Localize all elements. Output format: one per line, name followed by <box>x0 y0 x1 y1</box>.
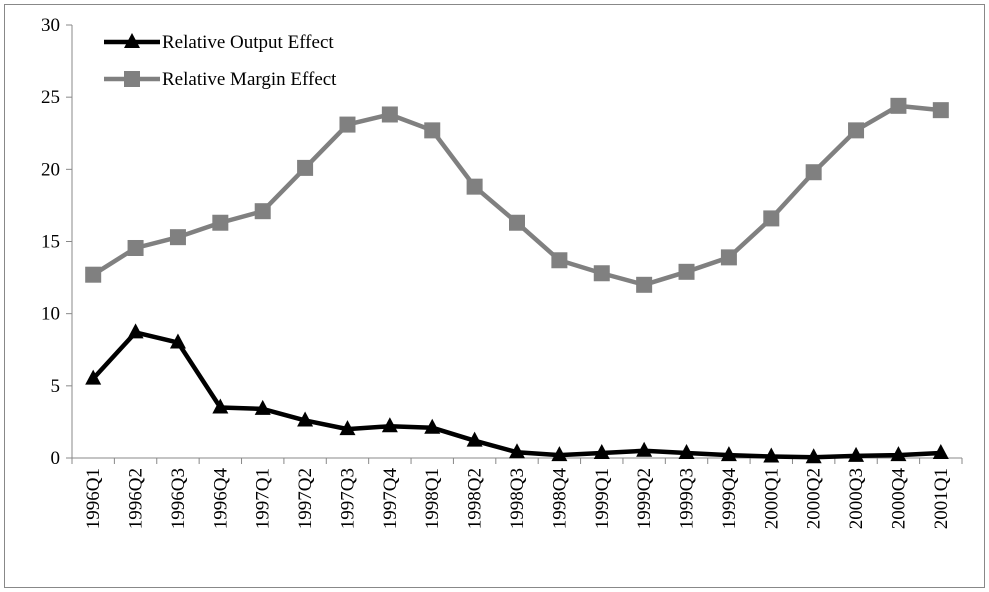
data-point <box>551 446 568 462</box>
x-tick-label: 1999Q3 <box>677 468 698 529</box>
data-point <box>127 323 144 339</box>
data-point <box>890 446 907 462</box>
data-point <box>381 417 398 433</box>
x-tick-label: 1999Q2 <box>634 468 655 529</box>
data-point <box>805 448 822 464</box>
data-point <box>212 214 229 231</box>
x-tick-label: 1996Q2 <box>126 468 147 529</box>
data-point <box>848 122 865 139</box>
x-tick-label: 1998Q3 <box>507 468 528 529</box>
x-tick-label: 1998Q2 <box>465 468 486 529</box>
data-point <box>763 447 780 463</box>
y-tick-label: 5 <box>51 376 61 397</box>
x-tick-label: 2001Q1 <box>931 468 952 529</box>
legend-marker <box>124 71 140 87</box>
data-point <box>254 399 271 415</box>
x-tick-label: 2000Q1 <box>761 468 782 529</box>
x-tick-label: 1996Q3 <box>168 468 189 529</box>
data-point <box>169 229 186 246</box>
x-tick-label: 2000Q2 <box>804 468 825 529</box>
x-tick-label: 1996Q4 <box>210 468 231 530</box>
y-tick-label: 10 <box>41 304 60 325</box>
legend-marker <box>124 33 140 48</box>
data-point <box>890 97 907 114</box>
data-point <box>636 276 653 293</box>
data-point <box>720 446 737 462</box>
data-point <box>636 441 653 457</box>
data-point <box>466 178 483 195</box>
x-tick-label: 1997Q1 <box>253 468 274 529</box>
data-point <box>593 443 610 459</box>
data-point <box>339 116 356 133</box>
data-point <box>932 443 949 459</box>
y-tick-label: 30 <box>41 15 60 36</box>
chart-border <box>4 4 985 588</box>
data-point <box>932 102 949 119</box>
data-point <box>551 252 568 269</box>
data-point <box>85 266 102 283</box>
data-point <box>424 122 441 139</box>
x-tick-label: 2000Q4 <box>888 468 909 530</box>
data-point <box>254 203 271 220</box>
data-point <box>763 210 780 227</box>
x-tick-label: 1996Q1 <box>83 468 104 529</box>
data-point <box>297 411 314 427</box>
x-tick-label: 1997Q4 <box>380 468 401 530</box>
data-point <box>212 398 229 414</box>
series-line <box>91 103 942 288</box>
data-point <box>127 239 144 256</box>
data-point <box>509 214 525 231</box>
data-point <box>593 265 610 282</box>
data-point <box>339 420 356 436</box>
y-tick-label: 15 <box>41 232 60 253</box>
data-point <box>466 431 483 447</box>
data-point <box>720 249 737 266</box>
data-point <box>678 443 695 459</box>
data-point <box>381 106 398 123</box>
y-tick-label: 0 <box>51 448 61 469</box>
data-point <box>424 418 441 434</box>
data-point <box>169 333 186 349</box>
x-tick-label: 1997Q2 <box>295 468 316 529</box>
data-point <box>678 263 695 280</box>
legend-label: Relative Margin Effect <box>162 69 337 90</box>
x-tick-label: 1999Q4 <box>719 468 740 530</box>
data-point <box>85 369 102 385</box>
y-tick-label: 20 <box>41 159 60 180</box>
data-point <box>848 446 865 462</box>
y-tick-label: 25 <box>41 87 60 108</box>
data-point <box>297 159 314 176</box>
x-tick-label: 2000Q3 <box>846 468 867 529</box>
data-point <box>509 443 525 459</box>
data-point <box>805 164 822 181</box>
x-tick-label: 1999Q1 <box>592 468 613 529</box>
x-tick-label: 1998Q1 <box>422 468 443 529</box>
legend-label: Relative Output Effect <box>162 32 334 53</box>
series-line <box>91 330 941 460</box>
x-tick-label: 1997Q3 <box>337 468 358 529</box>
x-tick-label: 1998Q4 <box>549 468 570 530</box>
